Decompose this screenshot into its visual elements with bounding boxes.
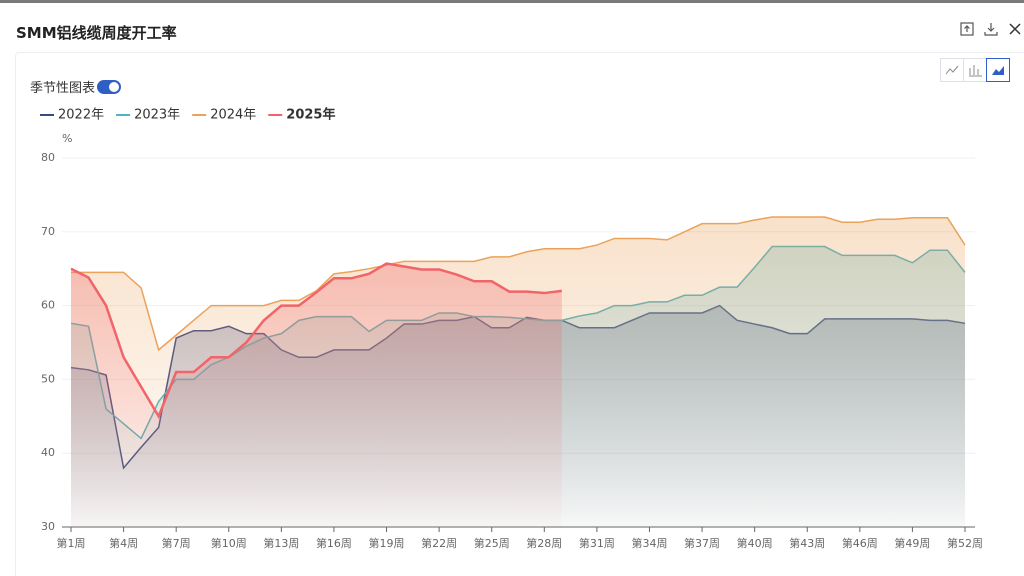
toggle-switch[interactable] <box>97 79 122 94</box>
chart-card <box>15 52 1024 576</box>
toggle-label: 季节性图表 <box>30 81 96 96</box>
legend-label: 2024年 <box>210 108 256 123</box>
series-area <box>71 263 562 527</box>
panel-title: SMM铝线缆周度开工率 <box>16 24 177 42</box>
y-tick-label: 30 <box>41 520 55 533</box>
x-tick-label: 第28周 <box>526 536 562 550</box>
legend-label: 2023年 <box>134 108 180 123</box>
seasonal-toggle[interactable]: 季节性图表 <box>30 77 122 96</box>
close-button[interactable] <box>1006 20 1024 38</box>
x-tick-label: 第31周 <box>579 536 615 550</box>
panel-actions <box>958 20 1024 38</box>
x-tick-label: 第49周 <box>894 536 930 550</box>
y-tick-label: 50 <box>41 372 55 385</box>
x-tick-label: 第25周 <box>474 536 510 550</box>
x-tick-label: 第40周 <box>737 536 773 550</box>
x-tick-label: 第7周 <box>162 536 191 550</box>
series-line <box>70 262 562 420</box>
y-tick-label: 80 <box>41 151 55 164</box>
x-tick-label: 第37周 <box>684 536 720 550</box>
area-type-button[interactable] <box>986 58 1010 82</box>
x-tick-label: 第22周 <box>421 536 457 550</box>
x-tick-label: 第1周 <box>57 536 86 550</box>
y-tick-label: 40 <box>41 446 55 459</box>
x-tick-label: 第34周 <box>631 536 667 550</box>
legend-label: 2022年 <box>58 108 104 123</box>
download-button[interactable] <box>982 20 1000 38</box>
legend-label: 2025年 <box>286 107 335 123</box>
series-line <box>71 216 966 352</box>
x-tick-label: 第52周 <box>947 536 983 550</box>
y-tick-label: 60 <box>41 299 55 312</box>
chart-type-switcher <box>940 58 1010 82</box>
x-tick-label: 第10周 <box>211 536 247 550</box>
x-tick-label: 第4周 <box>109 536 138 550</box>
x-tick-label: 第13周 <box>263 536 299 550</box>
x-tick-label: 第19周 <box>369 536 405 550</box>
y-tick-label: 70 <box>41 225 55 238</box>
x-tick-label: 第46周 <box>842 536 878 550</box>
export-button[interactable] <box>958 20 976 38</box>
x-tick-label: 第16周 <box>316 536 352 550</box>
y-unit: % <box>62 132 72 145</box>
top-bar <box>0 0 1024 3</box>
bar-type-button[interactable] <box>963 58 987 82</box>
x-tick-label: 第43周 <box>789 536 825 550</box>
